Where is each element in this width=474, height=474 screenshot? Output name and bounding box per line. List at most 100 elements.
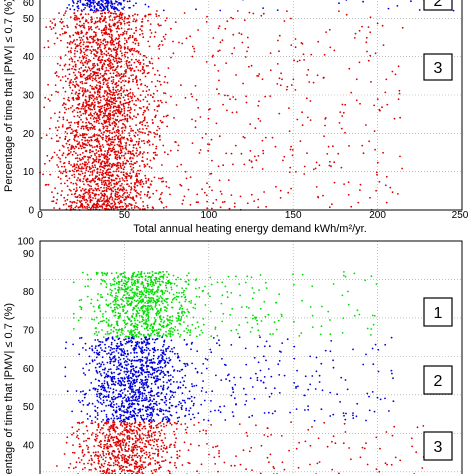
top-point-s1 — [260, 14, 263, 17]
top-point-s1 — [84, 188, 87, 191]
top-point-s1 — [104, 176, 107, 179]
top-point-s1 — [73, 201, 76, 204]
top-point-s1 — [76, 9, 79, 12]
top-point-s1 — [141, 18, 144, 20]
top-point-s0 — [110, 2, 113, 5]
top-point-s1 — [83, 56, 86, 58]
bottom-point-s0 — [134, 284, 136, 286]
top-point-s1 — [75, 91, 78, 94]
top-point-s1 — [218, 79, 220, 82]
bottom-point-s1 — [251, 414, 254, 417]
top-point-s1 — [275, 185, 277, 188]
top-point-s1 — [42, 173, 44, 176]
top-point-s1 — [86, 165, 89, 168]
top-point-s1 — [154, 154, 157, 156]
top-point-s1 — [243, 19, 246, 22]
top-point-s1 — [172, 52, 175, 55]
top-point-s1 — [85, 121, 87, 124]
bottom-point-s0 — [165, 325, 168, 328]
top-point-s1 — [99, 82, 102, 85]
bottom-point-s0 — [177, 276, 179, 279]
top-point-s1 — [113, 92, 116, 94]
top-point-s1 — [69, 49, 72, 52]
top-point-s1 — [306, 152, 308, 155]
top-point-s1 — [306, 74, 308, 76]
top-point-s1 — [82, 112, 85, 115]
bottom-point-s0 — [148, 300, 151, 302]
top-point-s1 — [117, 135, 120, 138]
top-point-s1 — [108, 162, 111, 165]
top-point-s1 — [57, 140, 60, 143]
top-point-s1 — [133, 95, 136, 98]
top-point-s1 — [252, 12, 255, 15]
top-point-s1 — [82, 180, 84, 183]
bottom-point-s0 — [138, 291, 141, 293]
top-point-s1 — [67, 146, 69, 149]
top-point-s1 — [104, 70, 107, 72]
bottom-point-s0 — [72, 312, 75, 315]
top-point-s1 — [108, 118, 111, 121]
top-point-s1 — [139, 208, 141, 210]
bottom-point-s0 — [145, 327, 148, 330]
top-point-s1 — [67, 194, 69, 196]
top-point-s1 — [109, 30, 112, 33]
top-point-s1 — [68, 35, 71, 37]
bottom-point-s0 — [103, 319, 105, 322]
top-point-s1 — [165, 115, 168, 118]
top-point-s1 — [316, 74, 319, 77]
bottom-point-s0 — [221, 320, 224, 323]
top-point-s1 — [73, 18, 76, 21]
top-point-s1 — [84, 165, 86, 167]
bottom-point-s0 — [229, 314, 232, 316]
top-point-s1 — [142, 201, 144, 203]
bottom-point-s0 — [152, 301, 155, 304]
top-point-s1 — [91, 85, 93, 88]
top-point-s1 — [146, 151, 149, 154]
top-point-s1 — [92, 157, 94, 160]
top-point-s1 — [111, 173, 114, 176]
top-point-s1 — [109, 96, 112, 99]
top-point-s1 — [86, 144, 88, 147]
top-point-s1 — [333, 49, 336, 52]
top-point-s1 — [166, 125, 169, 128]
top-point-s1 — [125, 205, 128, 208]
bottom-point-s0 — [113, 314, 116, 317]
bottom-point-s0 — [125, 311, 128, 314]
top-point-s1 — [97, 43, 100, 45]
bottom-point-s0 — [135, 325, 138, 328]
bottom-point-s1 — [110, 343, 113, 346]
bottom-point-s0 — [106, 293, 109, 296]
top-point-s1 — [168, 186, 171, 189]
top-point-s1 — [89, 196, 92, 199]
top-point-s1 — [113, 138, 116, 141]
top-point-s1 — [135, 75, 138, 77]
bottom-point-s0 — [132, 282, 135, 285]
bottom-point-s0 — [165, 334, 168, 337]
bottom-point-s0 — [118, 328, 121, 331]
top-point-s1 — [288, 107, 290, 109]
top-point-s1 — [287, 191, 290, 194]
top-point-s1 — [232, 33, 235, 36]
bottom-point-s0 — [159, 324, 162, 326]
top-point-s1 — [106, 91, 109, 94]
top-point-s1 — [149, 23, 152, 25]
top-point-s1 — [148, 103, 151, 105]
top-point-s1 — [98, 143, 101, 145]
top-point-s1 — [53, 151, 56, 154]
bottom-point-s0 — [156, 280, 159, 283]
top-point-s1 — [350, 91, 353, 94]
top-point-s0 — [124, 0, 126, 1]
bottom-point-s0 — [151, 307, 154, 310]
top-point-s1 — [113, 135, 116, 138]
top-point-s1 — [226, 109, 228, 112]
top-point-s1 — [96, 93, 99, 96]
top-point-s0 — [95, 8, 98, 11]
bottom-point-s0 — [119, 334, 122, 336]
top-point-s1 — [139, 197, 142, 199]
top-point-s1 — [63, 146, 65, 148]
top-point-s1 — [152, 143, 154, 146]
top-point-s1 — [253, 200, 256, 203]
top-point-s1 — [87, 170, 90, 173]
top-point-s1 — [113, 179, 116, 182]
top-point-s0 — [76, 5, 79, 8]
